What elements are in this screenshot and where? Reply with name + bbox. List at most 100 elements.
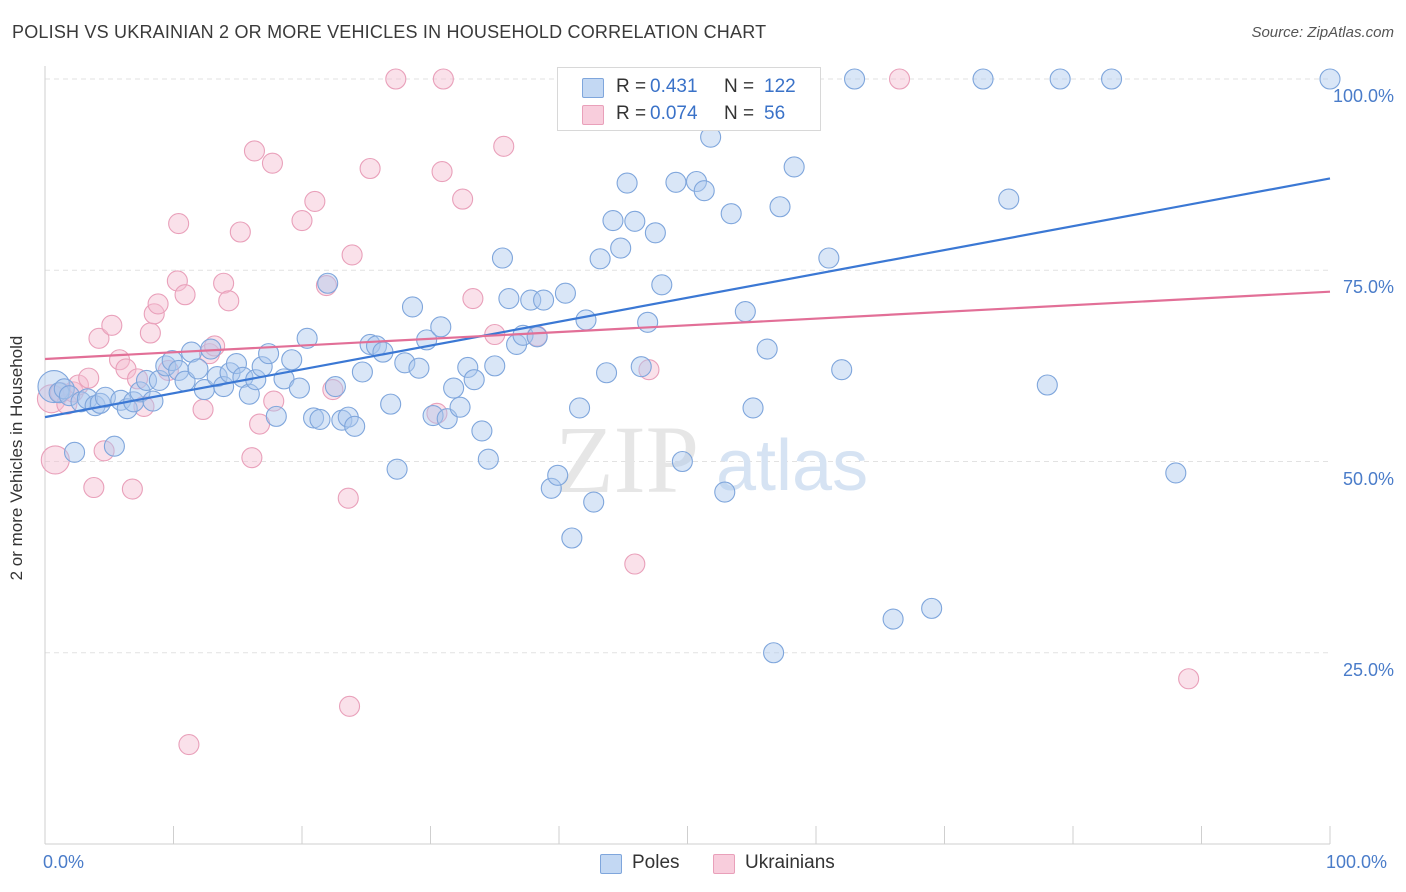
ukrainians-point (229, 221, 251, 243)
poles-point (309, 408, 331, 430)
poles-point (1049, 68, 1071, 90)
y-tick-25: 25.0% (1342, 660, 1394, 680)
poles-point (225, 353, 248, 375)
poles-point (624, 210, 646, 232)
poles-point (671, 450, 693, 473)
poles-point (408, 357, 430, 379)
ukrainians-point (426, 402, 448, 424)
ukrainians-point (101, 314, 123, 336)
poles-point (463, 369, 485, 391)
source-label: Source: ZipAtlas.com (1251, 24, 1394, 41)
x-tick-0: 0.0% (43, 852, 85, 872)
poles-point (843, 68, 866, 90)
poles-swatch (582, 78, 604, 98)
legend-row-ukrainians: R = 0.074 N = 56 (558, 101, 820, 127)
series-poles (37, 68, 1341, 664)
poles-point (344, 415, 366, 437)
ukrainians-point (359, 157, 381, 180)
ukrainians-point (126, 368, 149, 390)
poles-point (831, 359, 853, 381)
legend-row-poles: R = 0.431 N = 122 (558, 74, 820, 100)
poles-point (972, 68, 994, 90)
ukrainians-point (88, 327, 110, 349)
poles-point (540, 477, 562, 499)
poles-point (651, 274, 673, 296)
poles-point (1036, 374, 1058, 396)
poles-point (921, 597, 943, 619)
poles-point (818, 247, 840, 269)
poles-point (394, 352, 416, 374)
poles-point (554, 282, 576, 304)
poles-point (998, 188, 1020, 210)
ukrainians-point (213, 272, 235, 294)
poles-point (430, 316, 452, 338)
axes (44, 66, 1331, 845)
poles-point (526, 326, 548, 348)
ukrainians-swatch (582, 105, 604, 125)
ukrainians-point (178, 733, 200, 756)
ukrainians-point (147, 293, 169, 315)
ukrainians-n-label: N = (724, 103, 755, 124)
ukrainians-point (78, 367, 100, 389)
ukrainians-point (93, 440, 115, 462)
ukrainians-point (168, 213, 190, 235)
poles-trend-line (44, 177, 1331, 419)
stats-legend: R = 0.431 N = 122 R = 0.074 N = 56 (557, 67, 821, 131)
poles-point (769, 196, 791, 218)
poles-point (1319, 68, 1341, 90)
x-tick-100: 100.0% (1326, 852, 1388, 872)
ukrainians-point (624, 553, 646, 575)
ukrainians-point (218, 290, 240, 312)
ukrainians-point (241, 447, 263, 469)
poles-point (401, 296, 424, 318)
ukrainians-point (431, 161, 453, 183)
poles-point (449, 396, 471, 418)
poles-point (457, 356, 479, 378)
legend-poles-label: Poles (632, 852, 680, 873)
poles-point (168, 359, 190, 382)
poles-point (443, 377, 465, 399)
poles-point (64, 441, 86, 463)
poles-point (882, 608, 904, 630)
ukrainians-point (263, 390, 285, 412)
legend-poles-swatch (600, 854, 622, 874)
poles-point (288, 377, 310, 399)
poles-point (498, 288, 520, 310)
legend-ukrainians-label: Ukrainians (745, 852, 835, 873)
ukrainians-point (337, 487, 359, 509)
chart-title: POLISH VS UKRAINIAN 2 OR MORE VEHICLES I… (12, 22, 767, 42)
ukrainians-point (166, 270, 188, 292)
poles-point (58, 385, 80, 407)
poles-point (783, 156, 805, 178)
ukrainians-point (341, 244, 363, 266)
series-ukrainians (36, 68, 1200, 756)
poles-point (296, 327, 318, 349)
ukrainians-point (338, 695, 361, 717)
ukrainians-point (385, 68, 407, 90)
ukrainians-point (261, 152, 283, 174)
poles-point (359, 333, 381, 356)
poles-point (103, 435, 125, 457)
y-tick-50: 50.0% (1342, 469, 1394, 489)
y-tick-100: 100.0% (1332, 86, 1394, 106)
poles-r-label: R = (616, 76, 647, 97)
ukrainians-point (243, 140, 266, 162)
poles-point (303, 407, 325, 429)
ukrainians-point (493, 135, 515, 157)
poles-point (386, 458, 408, 480)
poles-point (94, 386, 116, 408)
poles-point (742, 397, 764, 419)
poles-point (281, 349, 303, 371)
trend-lines (44, 177, 1331, 419)
poles-point (135, 369, 158, 391)
poles-point (484, 355, 506, 377)
y-axis-label: 2 or more Vehicles in Household (7, 335, 26, 581)
data-points (36, 68, 1341, 756)
ukrainians-point (1178, 668, 1200, 690)
poles-point (637, 311, 659, 333)
ukrainians-point (322, 379, 344, 401)
poles-point (575, 309, 597, 331)
watermark-atlas: atlas (716, 426, 868, 506)
poles-point (142, 390, 164, 412)
